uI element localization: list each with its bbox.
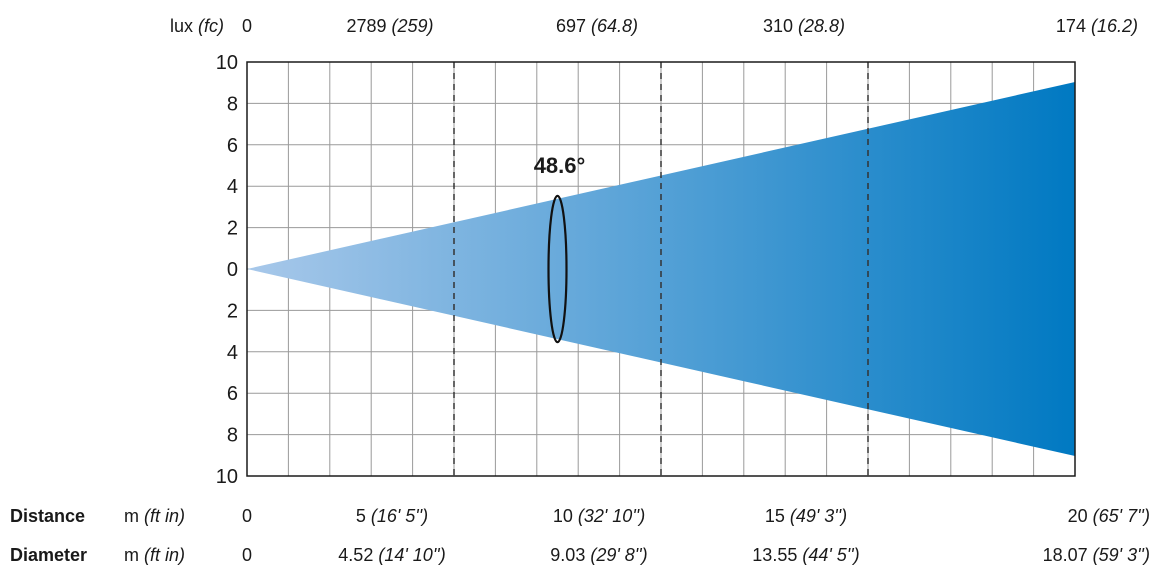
y-axis-ticks: 10 8 6 4 2 0 2 4 6 8 10 <box>216 52 238 488</box>
row-label: Diameter <box>10 545 87 565</box>
lux-value: 0 <box>242 16 252 36</box>
row-value: 4.52 (14' 10'') <box>338 545 445 565</box>
beam-angle-ellipse <box>547 194 568 344</box>
row-value: 13.55 (44' 5'') <box>752 545 859 565</box>
lux-value: 697 (64.8) <box>556 16 638 36</box>
row-value: 18.07 (59' 3'') <box>1043 545 1150 565</box>
lux-value: 310 (28.8) <box>763 16 845 36</box>
y-tick-label: 10 <box>216 466 238 488</box>
y-tick-label: 4 <box>227 176 238 198</box>
y-tick-label: 10 <box>216 52 238 74</box>
row-unit: m (ft in) <box>124 506 185 526</box>
bottom-rows: Distance m (ft in) 0 5 (16' 5'') 10 (32' 10'… <box>10 506 1150 565</box>
lux-value: 174 (16.2) <box>1056 16 1138 36</box>
row-value: 5 (16' 5'') <box>356 506 428 526</box>
y-tick-label: 8 <box>227 93 238 115</box>
row-value: 10 (32' 10'') <box>553 506 645 526</box>
y-tick-label: 2 <box>227 300 238 322</box>
row-value: 9.03 (29' 8'') <box>550 545 647 565</box>
y-tick-label: 4 <box>227 342 238 364</box>
y-tick-label: 0 <box>227 259 238 281</box>
lux-values: 0 2789 (259) 697 (64.8) 310 (28.8) 174 (16.2… <box>242 16 1138 36</box>
beam-angle-label: 48.6° <box>534 153 586 178</box>
lux-value: 2789 (259) <box>346 16 433 36</box>
y-tick-label: 6 <box>227 383 238 405</box>
row-unit: m (ft in) <box>124 545 185 565</box>
row-label: Distance <box>10 506 85 526</box>
distance-markers <box>453 62 869 476</box>
row-value: 15 (49' 3'') <box>765 506 847 526</box>
row-value: 0 <box>242 545 252 565</box>
row-value: 20 (65' 7'') <box>1068 506 1150 526</box>
y-tick-label: 8 <box>227 425 238 447</box>
y-tick-label: 2 <box>227 218 238 240</box>
plot-frame <box>246 61 1076 477</box>
y-tick-label: 6 <box>227 135 238 157</box>
row-value: 0 <box>242 506 252 526</box>
lux-header: lux (fc) <box>170 16 224 36</box>
